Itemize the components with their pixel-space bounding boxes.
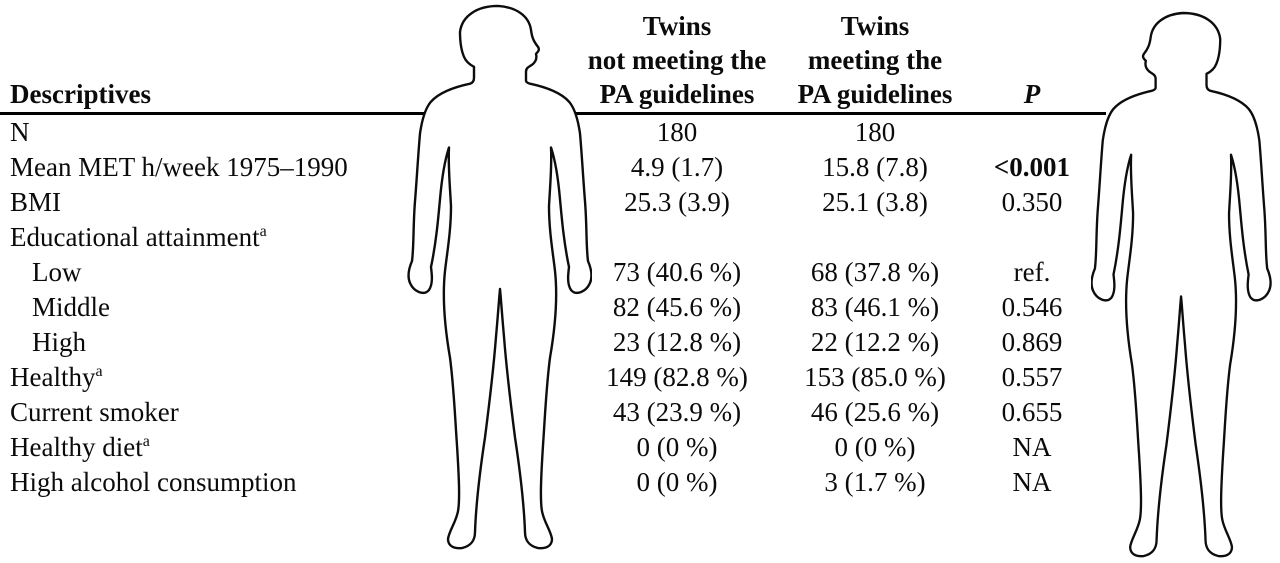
table-header-row: Descriptives Twins not meeting the PA gu…: [0, 0, 1106, 115]
cell-meeting: 22 (12.2 %): [810, 327, 940, 357]
cell-not-meeting: 0 (0 %): [636, 432, 718, 462]
table-row-education: Educational attainmenta: [0, 220, 1106, 255]
row-label-cell: Low: [0, 255, 562, 290]
cell-meeting: 153 (85.0 %): [804, 362, 946, 392]
row-label-cell: Current smoker: [0, 395, 562, 430]
row-label-cell: High: [0, 325, 562, 360]
row-label: High alcohol consumption: [10, 467, 297, 497]
row-label-cell: Healthy dieta: [0, 430, 562, 465]
cell-meeting: 15.8 (7.8): [822, 152, 928, 182]
cell-not-meeting: 25.3 (3.9): [624, 187, 730, 217]
row-label: Mean MET h/week 1975–1990: [10, 152, 348, 182]
cell-not-meeting: 82 (45.6 %): [612, 292, 742, 322]
column-header-twins-meeting: Twins meeting the PA guidelines: [792, 9, 958, 112]
column-header-p-value: P: [1023, 79, 1041, 109]
cell-not-meeting: 23 (12.8 %): [612, 327, 742, 357]
cell-p-value: 0.869: [1001, 327, 1063, 357]
row-label-cell: BMI: [0, 185, 562, 220]
row-label: BMI: [10, 187, 62, 217]
cell-p-value: 0.350: [1001, 187, 1063, 217]
human-body-outline-mirrored-icon: [1091, 9, 1277, 563]
cell-not-meeting: [562, 220, 792, 255]
row-label-cell: Educational attainmenta: [0, 220, 562, 255]
header-line: not meeting the: [587, 45, 767, 75]
footnote-marker: a: [95, 363, 103, 380]
cell-p-value: 0.655: [1001, 397, 1063, 427]
table-row-healthy: Healthya 149 (82.8 %) 153 (85.0 %) 0.557: [0, 360, 1106, 395]
cell-p-value: [958, 220, 1106, 255]
table-row-bmi: BMI 25.3 (3.9) 25.1 (3.8) 0.350: [0, 185, 1106, 220]
row-label-cell: Middle: [0, 290, 562, 325]
row-label: High: [32, 327, 86, 357]
row-label: Educational attainment: [10, 222, 260, 252]
cell-meeting: 180: [854, 117, 896, 147]
cell-meeting: 83 (46.1 %): [810, 292, 940, 322]
table-row-n: N 180 180: [0, 115, 1106, 150]
table-row-smoker: Current smoker 43 (23.9 %) 46 (25.6 %) 0…: [0, 395, 1106, 430]
cell-p-value: 0.557: [1001, 362, 1063, 392]
cell-meeting: 3 (1.7 %): [824, 467, 926, 497]
cell-not-meeting: 4.9 (1.7): [630, 152, 724, 182]
row-label-cell: Mean MET h/week 1975–1990: [0, 150, 562, 185]
row-label-cell: High alcohol consumption: [0, 465, 562, 500]
cell-meeting: 0 (0 %): [834, 432, 916, 462]
row-label: Low: [32, 257, 82, 287]
cell-not-meeting: 180: [656, 117, 698, 147]
row-label: N: [10, 117, 30, 147]
header-line: PA guidelines: [797, 79, 953, 109]
cell-p-value: 0.546: [1001, 292, 1063, 322]
cell-meeting: 68 (37.8 %): [810, 257, 940, 287]
row-label: Current smoker: [10, 397, 179, 427]
footnote-marker: a: [142, 433, 150, 450]
cell-not-meeting: 43 (23.9 %): [612, 397, 742, 427]
footnote-marker: a: [259, 223, 267, 240]
row-label: Middle: [32, 292, 110, 322]
cell-not-meeting: 73 (40.6 %): [612, 257, 742, 287]
table-row-met: Mean MET h/week 1975–1990 4.9 (1.7) 15.8…: [0, 150, 1106, 185]
cell-p-value: <0.001: [993, 152, 1071, 182]
row-label-cell: Healthya: [0, 360, 562, 395]
header-line: PA guidelines: [599, 79, 755, 109]
table-row-alcohol: High alcohol consumption 0 (0 %) 3 (1.7 …: [0, 465, 1106, 500]
descriptives-table: Descriptives Twins not meeting the PA gu…: [0, 0, 1106, 500]
header-line: Twins: [642, 11, 712, 41]
cell-meeting: 46 (25.6 %): [810, 397, 940, 427]
column-header-descriptives: Descriptives: [10, 79, 151, 109]
row-label: Healthy: [10, 362, 96, 392]
table-row-education-low: Low 73 (40.6 %) 68 (37.8 %) ref.: [0, 255, 1106, 290]
column-header-twins-not-meeting: Twins not meeting the PA guidelines: [562, 9, 792, 112]
human-body-outline-icon: [402, 2, 592, 555]
header-line: meeting the: [807, 45, 943, 75]
cell-meeting: 25.1 (3.8): [822, 187, 928, 217]
cell-p-value: [958, 115, 1106, 150]
row-label-cell: N: [0, 115, 562, 150]
cell-p-value: NA: [1012, 467, 1052, 497]
table-row-education-high: High 23 (12.8 %) 22 (12.2 %) 0.869: [0, 325, 1106, 360]
row-label: Healthy diet: [10, 432, 143, 462]
header-line: Twins: [840, 11, 910, 41]
cell-p-value: ref.: [1013, 257, 1051, 287]
cell-not-meeting: 0 (0 %): [636, 467, 718, 497]
cell-meeting: [792, 220, 958, 255]
table-row-diet: Healthy dieta 0 (0 %) 0 (0 %) NA: [0, 430, 1106, 465]
table-row-education-middle: Middle 82 (45.6 %) 83 (46.1 %) 0.546: [0, 290, 1106, 325]
cell-not-meeting: 149 (82.8 %): [606, 362, 748, 392]
cell-p-value: NA: [1012, 432, 1052, 462]
